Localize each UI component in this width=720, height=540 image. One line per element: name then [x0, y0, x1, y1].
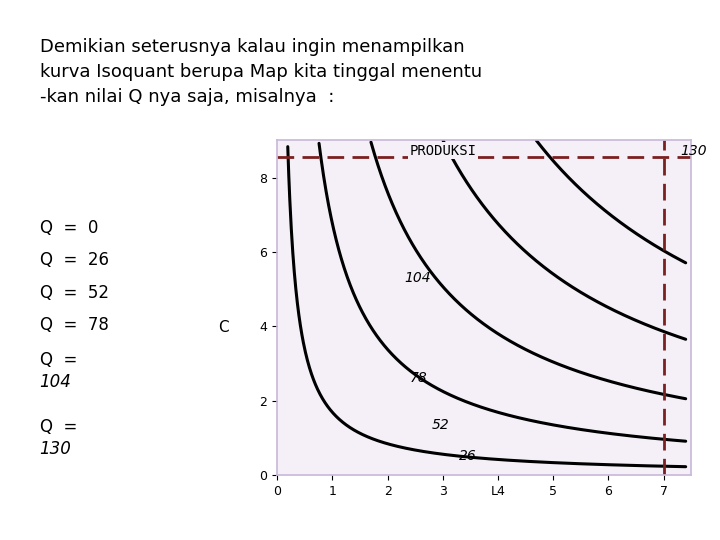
Text: Q  =  52: Q = 52 — [40, 284, 109, 301]
Text: Q  =: Q = — [40, 351, 77, 369]
Text: 78: 78 — [410, 372, 428, 386]
Text: 26: 26 — [459, 449, 477, 463]
Text: 104: 104 — [40, 373, 71, 390]
Text: 130: 130 — [680, 144, 707, 158]
Text: Q  =  26: Q = 26 — [40, 251, 109, 269]
Text: Q  =  78: Q = 78 — [40, 316, 109, 334]
Text: PRODUKSI: PRODUKSI — [409, 144, 477, 158]
Text: Demikian seterusnya kalau ingin menampilkan
kurva Isoquant berupa Map kita tingg: Demikian seterusnya kalau ingin menampil… — [40, 38, 482, 106]
Text: 52: 52 — [432, 418, 449, 432]
Text: Q  =  0: Q = 0 — [40, 219, 98, 237]
Text: 104: 104 — [404, 271, 431, 285]
Text: Q  =: Q = — [40, 418, 77, 436]
Text: C: C — [218, 320, 229, 335]
Text: 130: 130 — [40, 440, 71, 458]
